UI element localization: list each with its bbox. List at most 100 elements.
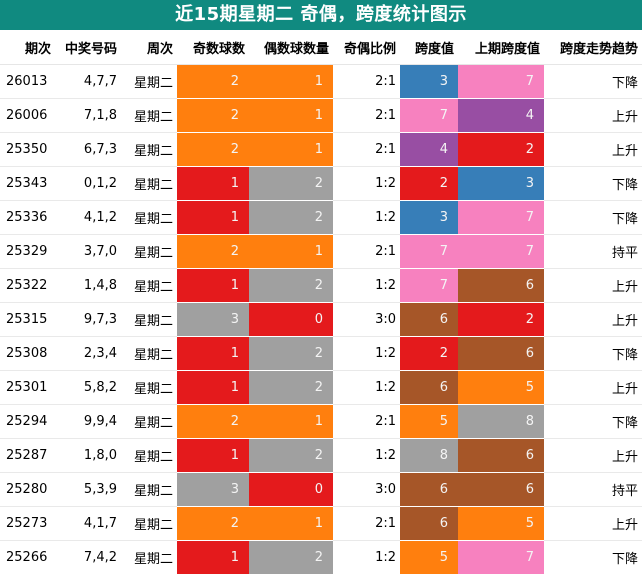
cell-odd-count: 1 bbox=[177, 200, 249, 235]
cell-even-count: 1 bbox=[249, 132, 333, 167]
cell-weekday: 星期二 bbox=[121, 98, 177, 133]
cell-odd-count: 1 bbox=[177, 438, 249, 473]
cell-span: 6 bbox=[400, 302, 458, 337]
table-row: 25287 1,8,0 星期二 1 2 1:2 8 6 上升 bbox=[0, 438, 642, 473]
header-weekday: 周次 bbox=[121, 30, 177, 65]
cell-weekday: 星期二 bbox=[121, 200, 177, 235]
cell-even-count: 1 bbox=[249, 506, 333, 541]
cell-odd-count: 2 bbox=[177, 132, 249, 167]
cell-period: 25350 bbox=[0, 132, 55, 167]
cell-period: 26006 bbox=[0, 98, 55, 133]
table-body: 26013 4,7,7 星期二 2 1 2:1 3 7 下降 26006 7,1,8 星期二 2 1 2:1… bbox=[0, 64, 642, 574]
cell-span: 7 bbox=[400, 268, 458, 303]
cell-period: 25308 bbox=[0, 336, 55, 371]
cell-numbers: 4,1,2 bbox=[55, 200, 121, 235]
cell-prev-span: 5 bbox=[458, 506, 544, 541]
cell-trend: 下降 bbox=[544, 200, 642, 235]
cell-trend: 上升 bbox=[544, 98, 642, 133]
cell-prev-span: 7 bbox=[458, 540, 544, 574]
cell-ratio: 1:2 bbox=[333, 268, 400, 303]
cell-numbers: 6,7,3 bbox=[55, 132, 121, 167]
cell-ratio: 3:0 bbox=[333, 472, 400, 507]
cell-numbers: 2,3,4 bbox=[55, 336, 121, 371]
cell-numbers: 5,8,2 bbox=[55, 370, 121, 405]
cell-ratio: 1:2 bbox=[333, 438, 400, 473]
cell-weekday: 星期二 bbox=[121, 166, 177, 201]
cell-numbers: 7,4,2 bbox=[83, 550, 117, 565]
cell-weekday: 星期二 bbox=[121, 438, 177, 473]
header-row: 期次 中奖号码 周次 奇数球数 偶数球数量 奇偶比例 跨度值 上期跨度值 跨度走… bbox=[0, 30, 642, 65]
cell-ratio: 2:1 bbox=[333, 132, 400, 167]
cell-weekday: 星期二 bbox=[121, 370, 177, 405]
cell-trend: 上升 bbox=[544, 506, 642, 541]
cell-even-count: 2 bbox=[249, 200, 333, 235]
header-ratio: 奇偶比例 bbox=[333, 30, 400, 65]
cell-prev-span: 6 bbox=[458, 438, 544, 473]
cell-prev-span: 6 bbox=[458, 336, 544, 371]
cell-odd-count: 1 bbox=[177, 166, 249, 201]
cell-weekday: 星期二 bbox=[121, 302, 177, 337]
cell-span: 6 bbox=[400, 370, 458, 405]
table-row: 25336 4,1,2 星期二 1 2 1:2 3 7 下降 bbox=[0, 200, 642, 235]
cell-weekday: 星期二 bbox=[121, 132, 177, 167]
cell-numbers: 9,7,3 bbox=[55, 302, 121, 337]
cell-span: 4 bbox=[400, 132, 458, 167]
cell-weekday: 星期二 bbox=[121, 472, 177, 507]
page-title: 近15期星期二 奇偶，跨度统计图示 bbox=[0, 0, 642, 30]
cell-even-count: 2 bbox=[249, 438, 333, 473]
cell-period: 25322 bbox=[0, 268, 55, 303]
cell-ratio: 2:1 bbox=[333, 64, 400, 99]
cell-prev-span: 2 bbox=[458, 302, 544, 337]
cell-prev-span: 5 bbox=[458, 370, 544, 405]
cell-ratio: 1:2 bbox=[333, 370, 400, 405]
cell-span: 5 bbox=[400, 404, 458, 439]
cell-odd-count: 1 bbox=[177, 540, 249, 574]
cell-odd-count: 2 bbox=[177, 506, 249, 541]
cell-even-count: 1 bbox=[249, 404, 333, 439]
cell-trend: 上升 bbox=[544, 302, 642, 337]
cell-span: 3 bbox=[400, 200, 458, 235]
cell-trend: 持平 bbox=[544, 234, 642, 269]
cell-prev-span: 2 bbox=[458, 132, 544, 167]
cell-prev-span: 8 bbox=[458, 404, 544, 439]
cell-span: 5 bbox=[400, 540, 458, 574]
cell-trend: 下降 bbox=[544, 64, 642, 99]
cell-span: 8 bbox=[400, 438, 458, 473]
cell-odd-count: 2 bbox=[177, 98, 249, 133]
cell-period: 25273 bbox=[0, 506, 55, 541]
cell-span: 6 bbox=[400, 472, 458, 507]
cell-numbers: 1,8,0 bbox=[55, 438, 121, 473]
cell-numbers: 4,1,7 bbox=[55, 506, 121, 541]
cell-even-count: 0 bbox=[249, 472, 333, 507]
table-row: 25315 9,7,3 星期二 3 0 3:0 6 2 上升 bbox=[0, 302, 642, 337]
stats-table: 期次 中奖号码 周次 奇数球数 偶数球数量 奇偶比例 跨度值 上期跨度值 跨度走… bbox=[0, 30, 642, 574]
cell-trend: 下降 bbox=[611, 552, 638, 567]
cell-ratio: 2:1 bbox=[333, 234, 400, 269]
cell-trend: 下降 bbox=[544, 336, 642, 371]
cell-weekday: 星期二 bbox=[121, 64, 177, 99]
cell-period: 25315 bbox=[0, 302, 55, 337]
cell-prev-span: 3 bbox=[458, 166, 544, 201]
cell-trend: 上升 bbox=[544, 438, 642, 473]
cell-even-count: 2 bbox=[249, 268, 333, 303]
cell-odd-count: 3 bbox=[177, 472, 249, 507]
cell-even-count: 1 bbox=[249, 98, 333, 133]
cell-trend: 上升 bbox=[544, 132, 642, 167]
cell-numbers: 5,3,9 bbox=[55, 472, 121, 507]
cell-prev-span: 4 bbox=[458, 98, 544, 133]
cell-weekday: 星期二 bbox=[121, 336, 177, 371]
table-row: 25273 4,1,7 星期二 2 1 2:1 6 5 上升 bbox=[0, 506, 642, 541]
cell-span: 3 bbox=[400, 64, 458, 99]
table-row: 25301 5,8,2 星期二 1 2 1:2 6 5 上升 bbox=[0, 370, 642, 405]
cell-even-count: 2 bbox=[249, 166, 333, 201]
table-row: 25266 7,4,2 星期二 1 2 1:2 5 7 下降 bbox=[0, 540, 642, 574]
cell-span: 6 bbox=[400, 506, 458, 541]
cell-ratio: 1:2 bbox=[375, 550, 396, 565]
cell-odd-count: 2 bbox=[177, 64, 249, 99]
cell-prev-span: 7 bbox=[458, 234, 544, 269]
cell-weekday: 星期二 bbox=[121, 234, 177, 269]
cell-weekday: 星期二 bbox=[121, 506, 177, 541]
table-row: 26006 7,1,8 星期二 2 1 2:1 7 4 上升 bbox=[0, 98, 642, 133]
cell-trend: 上升 bbox=[544, 268, 642, 303]
cell-weekday: 星期二 bbox=[133, 552, 173, 567]
